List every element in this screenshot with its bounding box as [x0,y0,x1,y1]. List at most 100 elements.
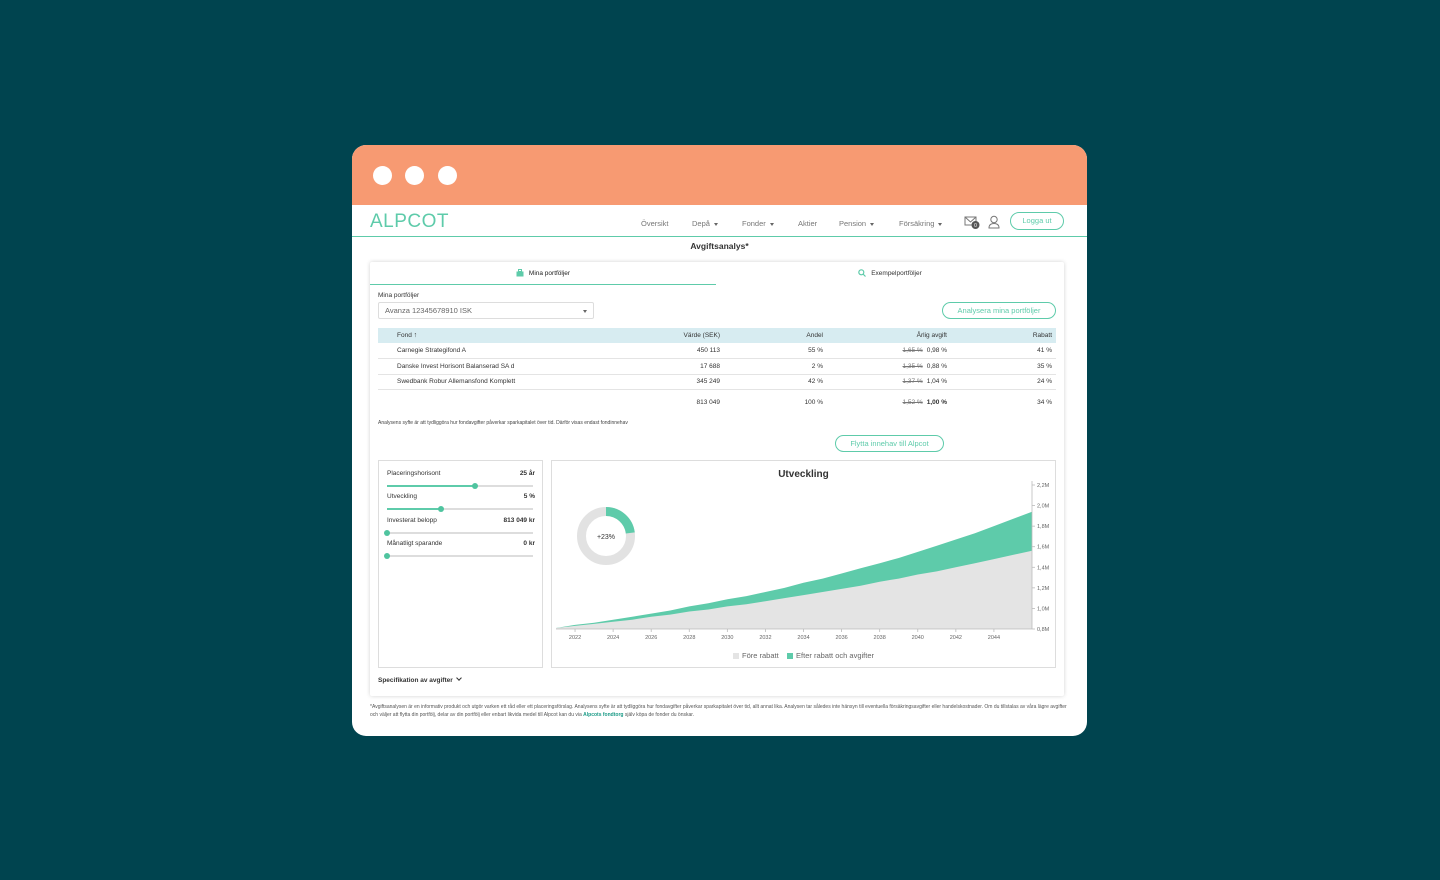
fund-name: Swedbank Robur Allemansfond Komplett [378,374,611,390]
window-titlebar [352,145,1087,205]
chart-legend: Före rabatt Efter rabatt och avgifter [552,651,1055,660]
x-tick-label: 2042 [950,635,962,641]
fund-new-fee: 0,98 % [926,347,947,354]
sort-up-arrow-icon: ↑ [413,332,418,339]
analyse-portfolios-button[interactable]: Analysera mina portföljer [942,302,1056,319]
nav-pension[interactable]: Pension [839,219,875,228]
slider-label-invested: Investerat belopp 813 049 kr [387,517,535,524]
x-tick-label: 2036 [835,635,847,641]
chart-canvas: +23% 0,8M 1,0M 1,2M 1,4M 1,6M 1,8M 2,0M 2,2M 202… [556,481,1050,641]
col-header-share[interactable]: Andel [720,328,823,343]
user-icon[interactable] [988,215,1000,229]
total-share: 100 % [720,389,823,412]
fund-fee: 1,65 % 0,98 % [823,343,947,359]
portfolio-select-label: Mina portföljer [378,292,420,299]
col-header-rebate[interactable]: Rabatt [947,328,1056,343]
x-tick-label: 2032 [759,635,771,641]
table-row: Carnegie Strategifond A 450 113 55 % 1,6… [378,343,1056,359]
total-empty [378,389,611,412]
fee-specification-toggle[interactable]: Specifikation av avgifter [378,675,462,684]
mail-icon[interactable]: 0 [964,215,981,229]
analysis-note: Analysens syfte är att tydliggöra hur fo… [378,420,628,426]
slider-handle[interactable] [384,530,390,536]
monthly-slider[interactable] [384,553,533,559]
alpcot-logo[interactable]: ALPCOT [370,211,450,232]
slider-handle[interactable] [471,483,478,489]
donut-arc [605,507,635,534]
y-tick-label: 1,8M [1037,524,1050,530]
nav-oversikt[interactable]: Översikt [641,219,669,228]
tab-exempelportfoljer[interactable]: Exempelportföljer [716,262,1064,285]
logout-button[interactable]: Logga ut [1010,212,1064,230]
briefcase-icon [516,269,524,277]
col-header-value[interactable]: Värde (SEK) [611,328,720,343]
total-value: 813 049 [611,389,720,412]
funds-table: Fond ↑ Värde (SEK) Andel Årlig avgift Ra… [378,328,1056,412]
x-tick-label: 2022 [569,635,581,641]
x-tick-label: 2038 [874,635,886,641]
fund-new-fee: 0,88 % [926,362,947,370]
portfolio-select[interactable]: Avanza 12345678910 ISK [378,302,594,319]
y-tick-label: 0,8M [1037,627,1050,633]
fund-share: 42 % [720,374,823,390]
footnote: *Avgiftsanalysen är en informativ produk… [370,704,1067,718]
legend-item-before[interactable]: Före rabatt [733,651,779,660]
slider-handle[interactable] [384,553,390,559]
chevron-down-icon [455,675,462,681]
chart-plot: 0,8M 1,0M 1,2M 1,4M 1,6M 1,8M 2,0M 2,2M 2022 2024… [556,481,1050,641]
invested-slider[interactable] [384,530,533,536]
y-tick-label: 2,0M [1037,504,1050,510]
fund-old-fee: 1,37 % [902,378,923,386]
total-rebate: 34 % [947,389,1056,412]
nav-forsakring[interactable]: Försäkring [899,219,943,228]
fund-rebate: 41 % [947,343,1056,359]
col-header-fund[interactable]: Fond ↑ [378,328,611,343]
y-tick-label: 1,0M [1037,606,1050,612]
mail-badge: 0 [974,223,977,229]
development-chart: Utveckling +23% 0,8M 1,0M 1,2M 1,4M 1,6M 1,8M… [551,460,1056,668]
move-holdings-button[interactable]: Flytta innehav till Alpcot [835,435,944,452]
x-tick-label: 2040 [912,635,924,641]
table-row: Swedbank Robur Allemansfond Komplett 345… [378,374,1056,390]
tab-mina-portfoljer[interactable]: Mina portföljer [370,262,716,285]
nav-depa[interactable]: Depå [692,219,718,228]
slider-panel: Placeringshorisont 25 år Utveckling 5 % In… [378,460,543,668]
browser-window: ALPCOT Översikt Depå Fonder Aktier Pensi… [352,145,1087,736]
y-tick-label: 1,6M [1037,545,1050,551]
total-new-fee: 1,00 % [926,399,947,407]
fund-share: 55 % [720,343,823,359]
nav-fonder[interactable]: Fonder [742,219,774,228]
search-icon [858,269,867,278]
window-dot-close[interactable] [373,166,392,185]
nav-aktier[interactable]: Aktier [798,219,818,228]
col-header-fee[interactable]: Årlig avgift [823,328,947,343]
legend-item-after[interactable]: Efter rabatt och avgifter [787,651,874,660]
fund-value: 450 113 [611,343,720,359]
chart-title: Utveckling [778,469,829,480]
chevron-down-icon [713,222,718,226]
fund-marketplace-link[interactable]: Alpcots fondtorg [583,712,624,718]
slider-label-horizon: Placeringshorisont 25 år [387,470,535,477]
fund-new-fee: 1,04 % [926,378,947,386]
chevron-down-icon [870,222,875,226]
fund-fee: 1,37 % 1,04 % [823,374,947,390]
x-tick-label: 2030 [721,635,733,641]
series-area-before-rebate [556,550,1032,629]
growth-slider[interactable] [387,506,533,512]
page-title: Avgiftsanalys* [690,241,749,251]
window-dot-maximize[interactable] [438,166,457,185]
slider-label-growth: Utveckling 5 % [387,493,535,500]
chevron-down-icon [583,310,587,313]
slider-handle[interactable] [438,506,445,512]
total-fee: 1,52 % 1,00 % [823,389,947,412]
y-tick-label: 1,4M [1037,565,1050,571]
table-row: Danske Invest Horisont Balanserad SA d 1… [378,358,1056,375]
horizon-slider[interactable] [387,483,533,489]
x-tick-label: 2026 [645,635,657,641]
top-navbar: ALPCOT Översikt Depå Fonder Aktier Pensi… [352,205,1087,237]
x-tick-label: 2034 [797,635,809,641]
legend-swatch [787,653,794,660]
window-dot-minimize[interactable] [405,166,424,185]
fund-rebate: 24 % [947,374,1056,390]
y-tick-label: 1,2M [1037,586,1050,592]
